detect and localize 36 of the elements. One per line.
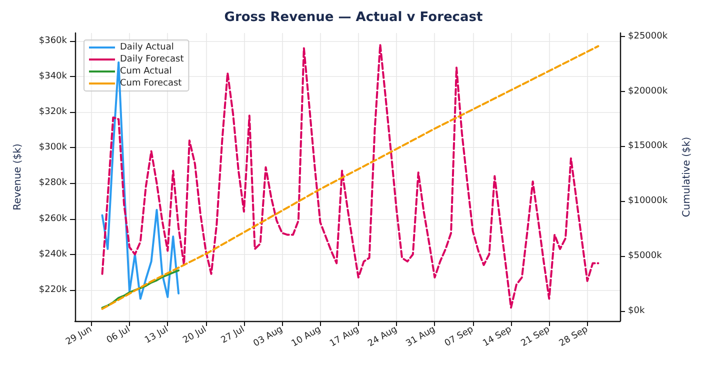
x-tick-label: 10 Aug xyxy=(290,324,323,350)
x-tick-label: 07 Sep xyxy=(443,324,476,349)
x-tick-label: 06 Jul xyxy=(105,324,132,346)
chart-title: Gross Revenue — Actual v Forecast xyxy=(224,10,483,25)
legend-label: Cum Actual xyxy=(120,66,172,76)
line-series xyxy=(101,269,180,309)
x-tick-label: 20 Jul xyxy=(182,324,208,346)
x-tick-label: 03 Aug xyxy=(252,324,285,350)
y-tick-label: $280k xyxy=(38,178,68,188)
y-tick-label: $220k xyxy=(38,284,68,295)
y2-tick-label: $25000k xyxy=(628,31,668,42)
legend-label: Cum Forecast xyxy=(120,78,182,88)
y2-tick-label: $20000k xyxy=(628,86,668,96)
x-tick-label: 27 Jul xyxy=(220,324,246,346)
y-tick-label: $340k xyxy=(38,72,68,82)
y-axis-title: Revenue ($k) xyxy=(12,144,24,210)
x-tick-label: 28 Sep xyxy=(558,324,590,349)
y2-tick-label: $0k xyxy=(628,306,646,316)
y2-tick-label: $10000k xyxy=(628,196,668,206)
legend-label: Daily Forecast xyxy=(120,54,184,64)
x-tick-label: 24 Aug xyxy=(366,324,400,350)
y-tick-label: $260k xyxy=(38,214,68,224)
y-tick-label: $360k xyxy=(38,36,68,46)
x-tick-label: 17 Aug xyxy=(328,324,361,350)
y-tick-label: $320k xyxy=(38,107,68,118)
x-tick-label: 21 Sep xyxy=(520,324,552,349)
x-tick-label: 29 Jun xyxy=(64,324,94,348)
y2-tick-label: $15000k xyxy=(628,141,668,152)
y2-tick-label: $5000k xyxy=(628,251,663,262)
x-tick-label: 31 Aug xyxy=(404,324,438,350)
x-tick-label: 13 Jul xyxy=(143,324,170,346)
y-tick-label: $240k xyxy=(38,249,68,260)
x-tick-label: 14 Sep xyxy=(481,324,514,349)
y-tick-label: $300k xyxy=(38,142,68,153)
legend-label: Daily Actual xyxy=(120,42,174,52)
y2-axis-title: Cumulative ($k) xyxy=(682,136,692,218)
